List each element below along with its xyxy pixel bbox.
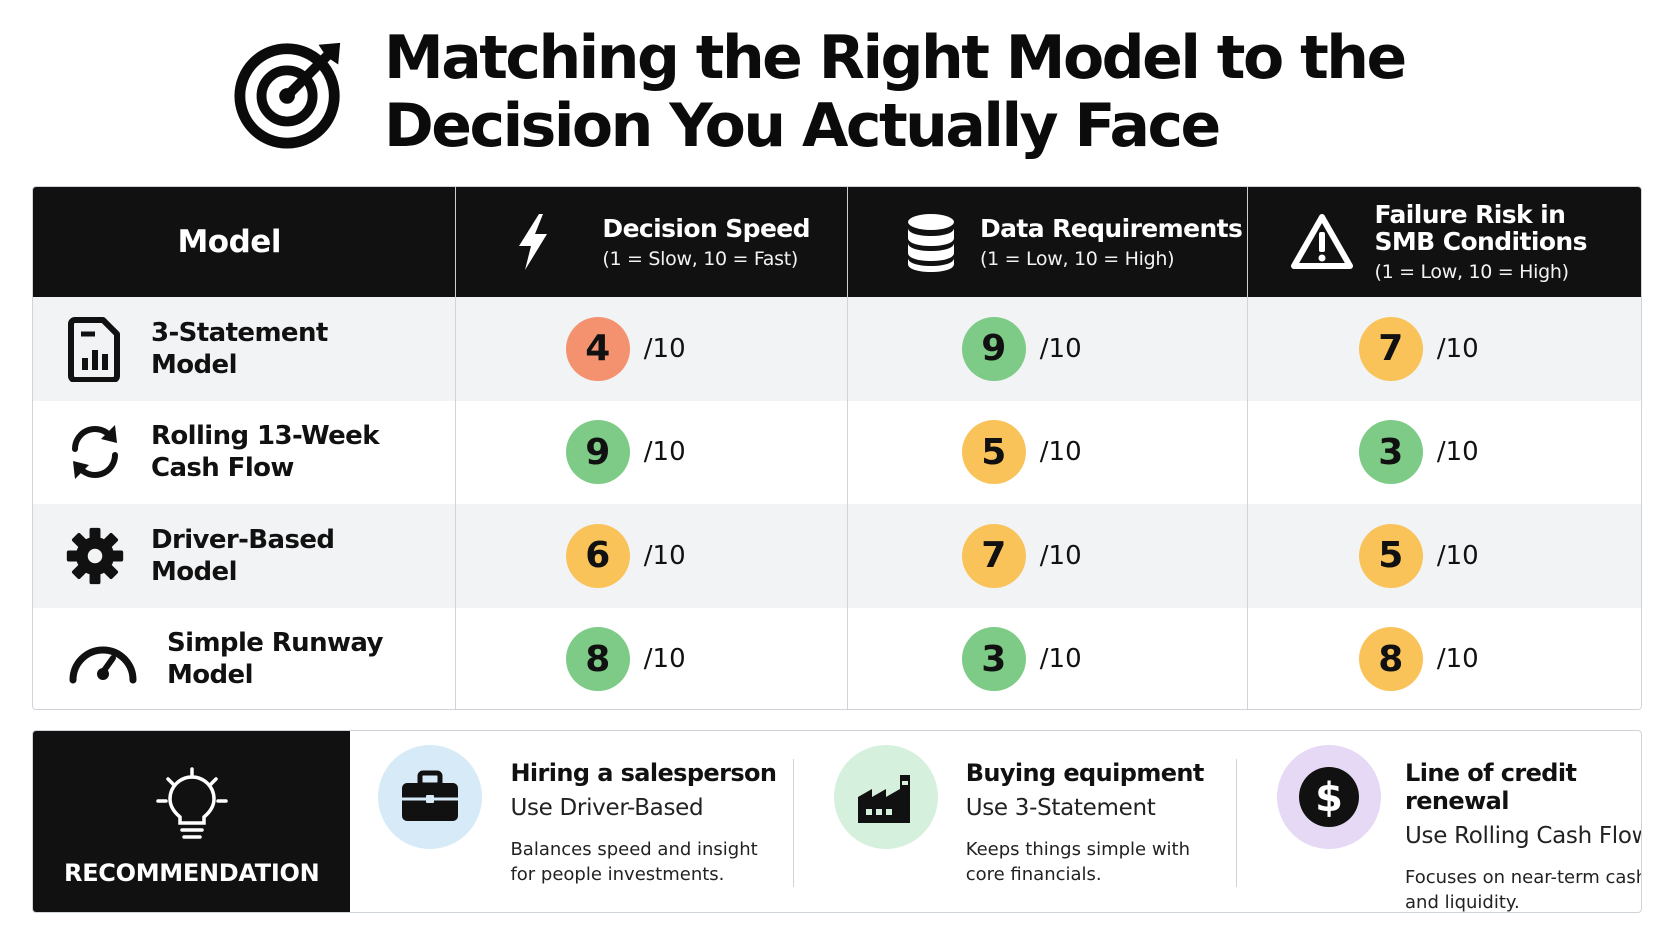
recommendation-item: $ Line of credit renewal Use Rolling Cas… <box>1237 731 1641 912</box>
comparison-table: Model Decision Speed (1 = Slow, 10 = Fas… <box>32 186 1642 710</box>
recommendation-item: Hiring a salesperson Use Driver-Based Ba… <box>350 731 794 912</box>
model-cell: 3-Statement Model <box>33 297 457 401</box>
table-header: Model Decision Speed (1 = Slow, 10 = Fas… <box>33 187 1641 297</box>
score-cell: 4 /10 <box>456 297 848 401</box>
score-badge: 8 <box>1358 627 1423 692</box>
table-row: Rolling 13-Week Cash Flow 9 /10 5 /10 3 … <box>33 400 1641 505</box>
score-badge: 5 <box>1358 523 1423 588</box>
dollar-icon: $ <box>1299 767 1359 827</box>
score-cell: 9 /10 <box>848 297 1249 401</box>
score-badge: 5 <box>961 420 1026 485</box>
briefcase-icon <box>402 770 459 821</box>
recommendation-panel: RECOMMENDATION Hiring a salesperson Use … <box>32 730 1642 913</box>
score-cell: 3 /10 <box>848 607 1249 709</box>
gear-icon <box>66 527 124 584</box>
score-badge: 8 <box>565 627 630 692</box>
factory-icon <box>857 775 910 823</box>
header-model: Model <box>33 187 457 297</box>
factory-badge <box>833 745 938 849</box>
lightbulb-icon <box>155 766 228 839</box>
header-decision-speed: Decision Speed (1 = Slow, 10 = Fast) <box>456 187 848 297</box>
divider <box>1236 759 1237 887</box>
recommendation-item: Buying equipment Use 3-Statement Keeps t… <box>794 731 1237 912</box>
table-row: Simple Runway Model 8 /10 3 /10 8 /10 <box>33 607 1641 710</box>
score-badge: 7 <box>1358 316 1423 381</box>
recommendation-label: RECOMMENDATION <box>33 731 351 912</box>
score-cell: 5 /10 <box>1248 504 1641 608</box>
title-area: Matching the Right Model to the Decision… <box>232 22 1407 162</box>
divider <box>792 759 794 887</box>
page-title: Matching the Right Model to the Decision… <box>384 23 1407 161</box>
lightning-icon <box>519 214 548 270</box>
score-cell: 8 /10 <box>1248 608 1641 710</box>
header-data-requirements: Data Requirements (1 = Low, 10 = High) <box>848 187 1249 297</box>
model-cell: Simple Runway Model <box>33 607 457 709</box>
header-failure-risk: Failure Risk in SMB Conditions (1 = Low,… <box>1248 187 1641 297</box>
svg-text:$: $ <box>1315 775 1343 821</box>
database-icon <box>907 214 954 272</box>
target-icon <box>234 42 341 149</box>
table-row: 3-Statement Model 4 /10 9 /10 7 /10 <box>33 297 1641 401</box>
dollar-badge: $ <box>1277 745 1381 849</box>
model-cell: Rolling 13-Week Cash Flow <box>33 400 457 504</box>
score-badge: 4 <box>565 316 630 381</box>
score-badge: 3 <box>961 627 1026 692</box>
score-badge: 9 <box>961 316 1026 381</box>
model-cell: Driver-Based Model <box>33 504 457 608</box>
score-cell: 3 /10 <box>1248 401 1641 505</box>
score-badge: 7 <box>961 523 1026 588</box>
score-cell: 7 /10 <box>1248 297 1641 401</box>
score-cell: 8 /10 <box>456 607 848 709</box>
score-badge: 3 <box>1358 420 1423 485</box>
warning-icon <box>1291 214 1354 269</box>
table-row: Driver-Based Model 6 /10 7 /10 5 /10 <box>33 504 1641 608</box>
refresh-cycle-icon <box>72 425 118 480</box>
score-cell: 9 /10 <box>456 400 848 504</box>
score-badge: 6 <box>565 523 630 588</box>
score-cell: 5 /10 <box>848 400 1249 504</box>
report-document-icon <box>68 316 120 382</box>
speedometer-icon <box>69 646 137 684</box>
briefcase-badge <box>378 745 483 849</box>
score-badge: 9 <box>565 420 630 485</box>
score-cell: 7 /10 <box>848 504 1249 608</box>
score-cell: 6 /10 <box>456 504 848 608</box>
